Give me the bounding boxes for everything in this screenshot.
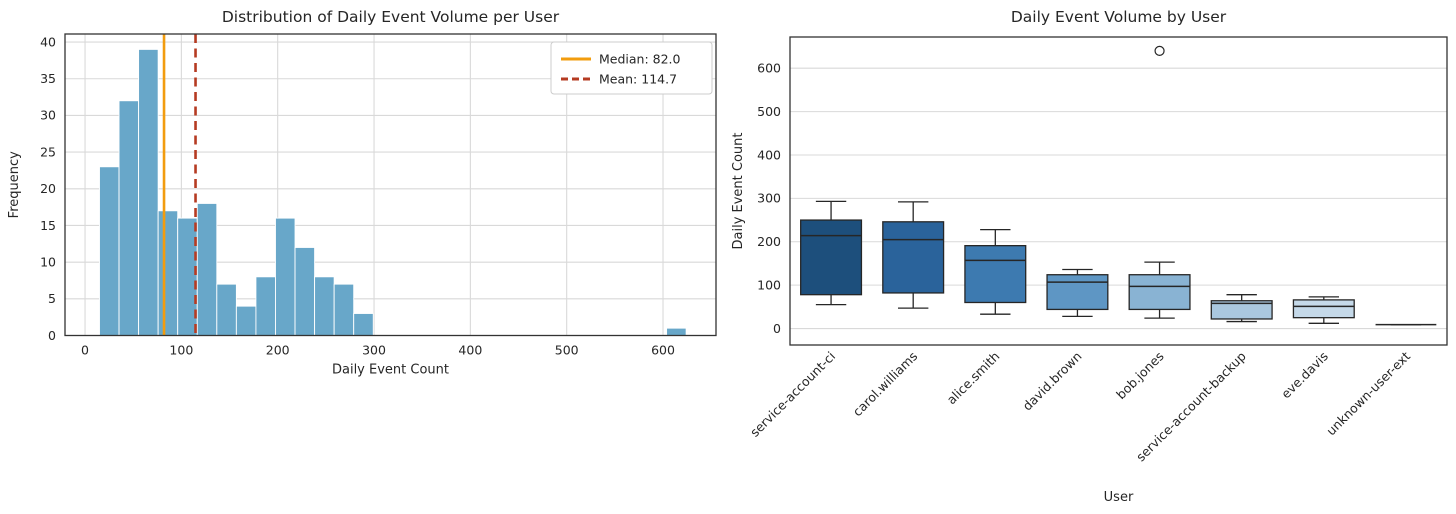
y-tick-label: 600 [757, 61, 781, 76]
y-tick-label: 500 [757, 104, 781, 119]
outlier-marker [1154, 45, 1165, 56]
histogram-bar [118, 100, 140, 336]
histogram-bar [333, 283, 355, 336]
box-david.brown [1046, 274, 1109, 311]
legend-mean-label: Mean: 114.7 [599, 72, 677, 87]
histogram-bar [157, 210, 179, 336]
y-tick-label: 300 [757, 191, 781, 206]
x-tick-label: 300 [362, 343, 386, 358]
histogram-bar [353, 313, 374, 336]
box-service-account-ci [800, 219, 863, 296]
x-tick-label: 200 [266, 343, 290, 358]
y-tick-label: 200 [757, 234, 781, 249]
y-tick-label: 35 [40, 71, 56, 86]
histogram-bar [255, 276, 276, 336]
histogram-xlabel: Daily Event Count [332, 363, 449, 378]
histogram-bar [235, 305, 257, 336]
box-alice.smith [964, 245, 1027, 304]
legend-box [550, 41, 713, 95]
x-tick-label-david.brown: david.brown [1020, 349, 1085, 414]
histogram-bar [314, 276, 335, 336]
y-tick-label: 400 [757, 147, 781, 162]
y-tick-label: 0 [48, 328, 56, 343]
x-tick-label: 100 [169, 343, 193, 358]
y-tick-label: 25 [40, 144, 56, 159]
x-tick-label: 500 [555, 343, 579, 358]
histogram-bar [666, 327, 687, 336]
x-tick-label-carol.williams: carol.williams [850, 349, 921, 420]
x-tick-label: 400 [458, 343, 482, 358]
histogram-ylabel: Frequency [7, 151, 22, 218]
histogram-chart: 0 100 200 300 400 500 600 0 5 10 15 20 25 30 35 40 Distr… [7, 8, 717, 378]
axes-spines [64, 33, 717, 337]
axes-spines [789, 36, 1448, 346]
boxplot-xlabel: User [1104, 490, 1134, 505]
box-carol.williams [882, 221, 945, 294]
histogram-title: Distribution of Daily Event Volume per U… [222, 8, 560, 26]
y-tick-label: 0 [773, 321, 781, 336]
x-tick-label-unknown-user-ext: unknown-user-ext [1323, 348, 1413, 438]
x-tick-label-eve.davis: eve.davis [1278, 349, 1331, 402]
y-tick-label: 40 [40, 34, 56, 49]
legend-median-label: Median: 82.0 [599, 52, 681, 67]
x-tick-label: 0 [81, 343, 89, 358]
y-tick-label: 10 [40, 254, 56, 269]
boxplot-chart: service-account-ci carol.williams alice.sm… [731, 8, 1448, 505]
y-tick-label: 5 [48, 291, 56, 306]
x-tick-label-service-account-ci: service-account-ci [747, 349, 838, 440]
boxplot-figure: service-account-ci carol.williams alice.sm… [728, 0, 1456, 514]
histogram-figure: 0 100 200 300 400 500 600 0 5 10 15 20 25 30 35 40 Distr… [7, 8, 717, 378]
histogram-bar [196, 203, 218, 336]
box-eve.davis [1292, 299, 1355, 319]
plot-area [790, 37, 1447, 345]
x-tick-label-bob.jones: bob.jones [1113, 349, 1167, 403]
histogram-bar [99, 166, 120, 336]
y-tick-label: 30 [40, 108, 56, 123]
y-tick-label: 15 [40, 218, 56, 233]
histogram-bar [138, 48, 159, 336]
box-service-account-backup [1210, 300, 1273, 320]
boxplot-title: Daily Event Volume by User [1011, 8, 1227, 26]
x-tick-label-alice.smith: alice.smith [944, 349, 1003, 408]
box-bob.jones [1128, 274, 1191, 311]
histogram-bar [294, 247, 316, 336]
y-tick-label: 100 [757, 277, 781, 292]
boxplot-ylabel: Daily Event Count [731, 132, 746, 249]
y-tick-label: 20 [40, 181, 56, 196]
x-tick-label: 600 [651, 343, 675, 358]
histogram-bar [216, 283, 237, 336]
histogram-bar [275, 217, 296, 336]
